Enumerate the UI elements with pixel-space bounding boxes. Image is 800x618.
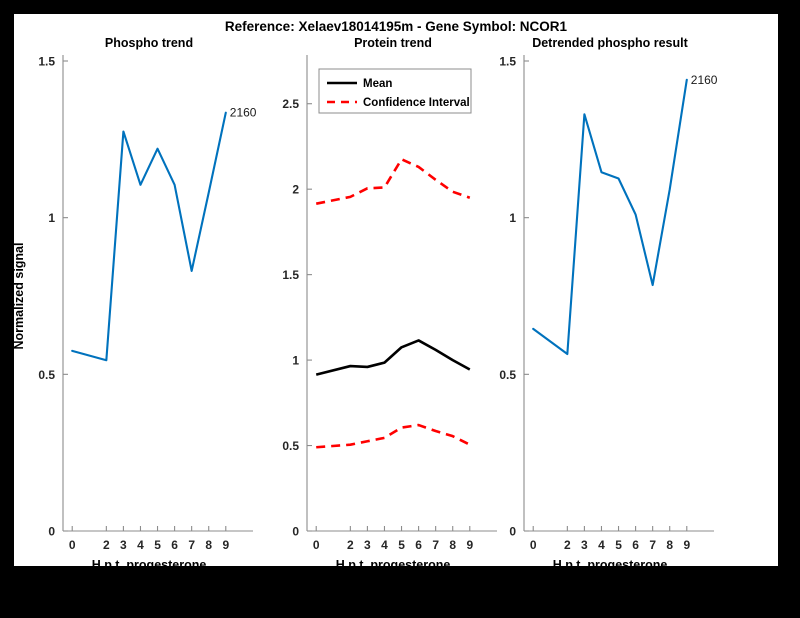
series-line-2-2: [315, 157, 471, 205]
y-tick-label-3-0: 0: [509, 525, 516, 539]
x-tick-label-2-2: 3: [364, 538, 371, 552]
legend-label-2: Confidence Interval: [363, 97, 470, 109]
figure-svg: Reference: Xelaev18014195m - Gene Symbol…: [14, 19, 718, 566]
legend-box: [318, 68, 472, 114]
x-tick-label-3-4: 5: [615, 538, 622, 552]
x-tick-label-1-1: 2: [103, 538, 110, 552]
series-line-1-1: [71, 111, 227, 362]
endpoint-annotation-1: 2160: [230, 106, 257, 120]
series-line-2-3: [316, 423, 471, 449]
x-tick-label-1-2: 3: [120, 538, 127, 552]
x-tick-label-2-3: 4: [381, 538, 388, 552]
x-tick-label-3-3: 4: [598, 538, 605, 552]
x-tick-label-3-0: 0: [530, 538, 537, 552]
x-axis-title-2: H.p.t. progesterone: [336, 558, 451, 566]
x-tick-label-3-5: 6: [632, 538, 639, 552]
x-tick-label-1-0: 0: [69, 538, 76, 552]
chart-title-1: Phospho trend: [105, 36, 193, 50]
x-tick-label-3-6: 7: [649, 538, 656, 552]
series-line-3-1: [532, 78, 688, 356]
x-tick-label-1-8: 9: [222, 538, 229, 552]
y-tick-label-2-1: 0.5: [282, 439, 299, 453]
chart-title-3: Detrended phospho result: [532, 36, 688, 50]
y-tick-label-1-3: 1.5: [38, 55, 55, 69]
y-tick-label-2-5: 2.5: [282, 97, 299, 111]
y-tick-label-3-2: 1: [509, 211, 516, 225]
y-tick-label-1-0: 0: [48, 525, 55, 539]
y-tick-label-3-1: 0.5: [499, 368, 516, 382]
y-axis-title-1: Normalized signal: [14, 243, 26, 350]
x-tick-label-2-4: 5: [398, 538, 405, 552]
y-tick-label-2-4: 2: [292, 183, 299, 197]
x-tick-label-3-1: 2: [564, 538, 571, 552]
x-tick-label-1-6: 7: [188, 538, 195, 552]
y-tick-label-2-0: 0: [292, 525, 299, 539]
x-tick-label-1-3: 4: [137, 538, 144, 552]
x-tick-label-2-1: 2: [347, 538, 354, 552]
y-tick-label-1-2: 1: [48, 211, 55, 225]
figure-canvas: Reference: Xelaev18014195m - Gene Symbol…: [14, 14, 778, 566]
x-tick-label-2-7: 8: [449, 538, 456, 552]
x-axis-title-3: H.p.t. progesterone: [553, 558, 668, 566]
x-tick-label-1-7: 8: [205, 538, 212, 552]
x-tick-label-2-6: 7: [432, 538, 439, 552]
y-tick-label-3-3: 1.5: [499, 55, 516, 69]
chart-title-2: Protein trend: [354, 36, 432, 50]
x-tick-label-3-8: 9: [683, 538, 690, 552]
x-tick-label-2-8: 9: [466, 538, 473, 552]
x-tick-label-3-2: 3: [581, 538, 588, 552]
chart-panel-1: Phospho trend 0 0.5 1 1.5 0 2 3 4 5 6 7 8 9 H.p.t. pro…: [14, 36, 257, 566]
y-tick-label-1-1: 0.5: [38, 368, 55, 382]
chart-legend: Mean Confidence Interval: [318, 68, 472, 114]
chart-panel-3: Detrended phospho result 0 0.5 1 1.5 0 2 3 4 5 6 7 8…: [499, 36, 717, 566]
x-axis-title-1: H.p.t. progesterone: [92, 558, 207, 566]
legend-label-1: Mean: [363, 78, 392, 90]
x-tick-label-3-7: 8: [666, 538, 673, 552]
series-line-2-1: [315, 339, 471, 376]
y-tick-label-2-2: 1: [292, 354, 299, 368]
figure-title: Reference: Xelaev18014195m - Gene Symbol…: [225, 19, 568, 34]
x-tick-label-2-0: 0: [313, 538, 320, 552]
endpoint-annotation-3: 2160: [691, 73, 718, 87]
x-tick-label-2-5: 6: [415, 538, 422, 552]
x-tick-label-1-5: 6: [171, 538, 178, 552]
x-tick-label-1-4: 5: [154, 538, 161, 552]
y-tick-label-2-3: 1.5: [282, 268, 299, 282]
